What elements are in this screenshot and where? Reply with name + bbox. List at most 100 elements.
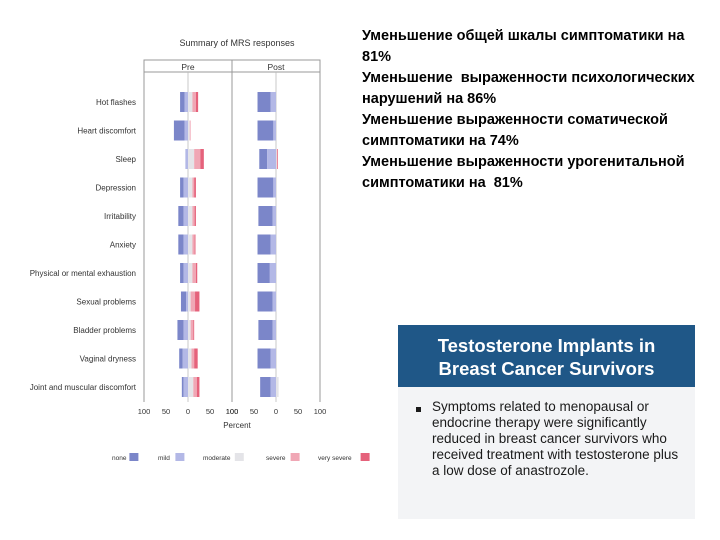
panel-0-tick-label-4: 100 (226, 407, 239, 416)
bar-post-10-none (260, 377, 271, 397)
panel-1-tick-label-3: 50 (294, 407, 302, 416)
bar-pre-2-very-severe (200, 149, 204, 169)
summary-line-urogenital: Уменьшение выраженности урогенитальной с… (362, 154, 689, 191)
bar-pre-9-mild (182, 348, 188, 369)
bar-pre-3-severe (192, 177, 195, 198)
bar-pre-9-moderate (188, 348, 192, 369)
bar-pre-2-mild (185, 149, 188, 169)
bar-pre-6-moderate (188, 263, 193, 283)
bar-pre-8-mild (183, 320, 188, 340)
bar-post-5-none (257, 234, 271, 255)
bar-pre-2-severe (194, 149, 201, 169)
bar-post-2-moderate (276, 149, 277, 169)
bar-pre-5-very-severe (194, 234, 196, 255)
bar-pre-3-very-severe (194, 177, 196, 198)
bar-pre-4-moderate (188, 206, 193, 226)
legend-label-2: moderate (203, 455, 231, 462)
bar-post-2-none (259, 149, 268, 169)
bar-pre-3-mild (183, 177, 188, 198)
bar-post-2-very-severe (276, 149, 278, 169)
panel-label-0: Pre (181, 62, 195, 72)
bar-post-5-mild (270, 234, 276, 255)
bar-pre-8-none (177, 320, 184, 340)
bar-pre-7-none (180, 291, 187, 312)
bar-post-3-mild (273, 177, 276, 198)
bar-pre-7-severe (190, 291, 196, 312)
bar-pre-6-mild (183, 263, 188, 283)
bar-pre-0-moderate (188, 92, 193, 112)
card-title: Testosterone Implants in Breast Cancer S… (398, 325, 695, 387)
category-label-8: Bladder problems (73, 326, 136, 335)
bar-pre-3-moderate (188, 177, 193, 198)
bar-pre-4-none (178, 206, 184, 226)
summary-line-somatic: Уменьшение выраженности соматической сим… (362, 112, 672, 149)
bar-pre-10-severe (193, 377, 197, 397)
mrs-chart: Summary of MRS responses Pre 100 50 0 50 100 Po… (30, 38, 370, 462)
panel-1-tick-label-4: 100 (314, 407, 327, 416)
card-title-line-2: Breast Cancer Survivors (438, 358, 655, 379)
bar-pre-5-severe (192, 234, 195, 255)
bar-pre-9-very-severe (194, 348, 198, 369)
legend-label-3: severe (266, 455, 286, 462)
category-label-5: Anxiety (110, 241, 136, 250)
category-label-4: Irritability (104, 212, 136, 221)
panel-0-tick-label-0: 100 (138, 407, 151, 416)
category-label-1: Heart discomfort (77, 127, 136, 136)
bar-pre-10-mild (183, 377, 188, 397)
bar-pre-10-none (181, 377, 184, 397)
bullet-icon (416, 407, 421, 412)
bar-pre-7-moderate (188, 291, 191, 312)
summary-line-total: Уменьшение общей шкалы симптоматики на 8… (362, 28, 693, 65)
bar-post-7-moderate (276, 291, 277, 312)
legend-swatch-4 (360, 453, 370, 461)
bar-pre-5-none (178, 234, 184, 255)
bar-pre-8-moderate (188, 320, 191, 340)
bar-pre-7-mild (186, 291, 188, 312)
bar-pre-8-very-severe (193, 320, 195, 340)
bar-post-3-none (257, 177, 274, 198)
bar-post-8-none (258, 320, 273, 340)
category-label-0: Hot flashes (96, 98, 136, 107)
category-label-7: Sexual problems (76, 298, 136, 307)
bar-post-4-none (258, 206, 273, 226)
legend-label-1: mild (158, 455, 170, 462)
panel-0-tick-label-3: 50 (206, 407, 214, 416)
card-body: Symptoms related to menopausal or endocr… (398, 387, 695, 479)
panel-label-1: Post (267, 62, 285, 72)
card-bullet-text: Symptoms related to menopausal or endocr… (432, 399, 679, 478)
bar-pre-1-moderate (188, 120, 190, 141)
card-title-line-1: Testosterone Implants in (437, 335, 656, 356)
bar-pre-0-severe (192, 92, 196, 112)
category-label-9: Vaginal dryness (80, 355, 136, 364)
chart-title: Summary of MRS responses (179, 38, 295, 48)
bar-post-2-mild (267, 149, 276, 169)
bar-pre-8-severe (190, 320, 194, 340)
bar-pre-7-very-severe (195, 291, 200, 312)
bar-pre-9-none (179, 348, 183, 369)
bar-pre-0-none (180, 92, 185, 112)
summary-text: Уменьшение общей шкалы симптоматики на 8… (362, 26, 712, 194)
bar-post-7-mild (272, 291, 276, 312)
legend-label-4: very severe (318, 455, 352, 462)
summary-line-psychological: Уменьшение выраженности психологических … (362, 70, 699, 107)
bar-pre-3-none (180, 177, 184, 198)
x-axis-label: Percent (223, 421, 251, 430)
bar-post-1-none (257, 120, 274, 141)
panel-1-tick-label-1: 50 (250, 407, 258, 416)
bar-post-6-mild (269, 263, 276, 283)
panel-0-tick-label-1: 50 (162, 407, 170, 416)
bar-pre-0-mild (184, 92, 188, 112)
legend-label-0: none (112, 455, 127, 462)
legend-swatch-0 (129, 453, 139, 461)
category-label-2: Sleep (116, 155, 137, 164)
bar-post-9-none (257, 348, 271, 369)
bar-pre-9-severe (191, 348, 195, 369)
bar-post-9-mild (270, 348, 276, 369)
bar-pre-5-moderate (188, 234, 193, 255)
bar-post-10-moderate (276, 377, 279, 397)
bar-post-0-mild (270, 92, 276, 112)
bar-pre-4-mild (183, 206, 188, 226)
legend-swatch-2 (234, 453, 244, 461)
bar-post-8-mild (272, 320, 276, 340)
panel-1-tick-label-0: 100 (226, 407, 239, 416)
